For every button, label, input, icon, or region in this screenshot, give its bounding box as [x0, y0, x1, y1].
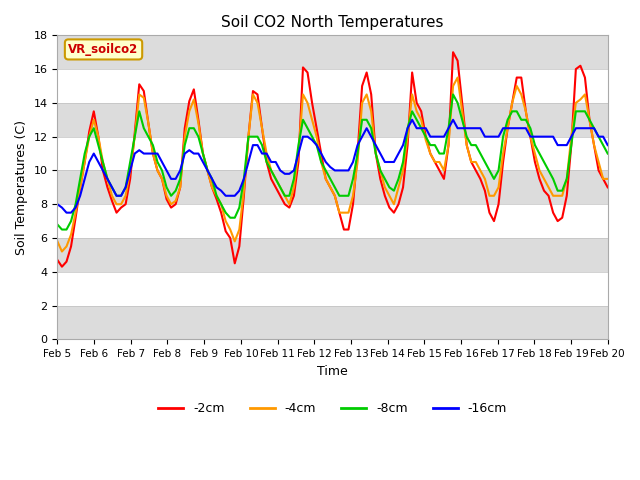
Bar — [58, 69, 608, 103]
Bar — [58, 204, 608, 238]
Bar — [58, 137, 608, 170]
Legend: -2cm, -4cm, -8cm, -16cm: -2cm, -4cm, -8cm, -16cm — [153, 397, 512, 420]
Bar — [58, 170, 608, 204]
Bar — [58, 272, 608, 306]
Text: VR_soilco2: VR_soilco2 — [68, 43, 139, 56]
Bar — [58, 238, 608, 272]
Title: Soil CO2 North Temperatures: Soil CO2 North Temperatures — [221, 15, 444, 30]
Bar — [58, 36, 608, 69]
Bar — [58, 103, 608, 137]
Y-axis label: Soil Temperatures (C): Soil Temperatures (C) — [15, 120, 28, 255]
Bar — [58, 306, 608, 339]
X-axis label: Time: Time — [317, 365, 348, 378]
